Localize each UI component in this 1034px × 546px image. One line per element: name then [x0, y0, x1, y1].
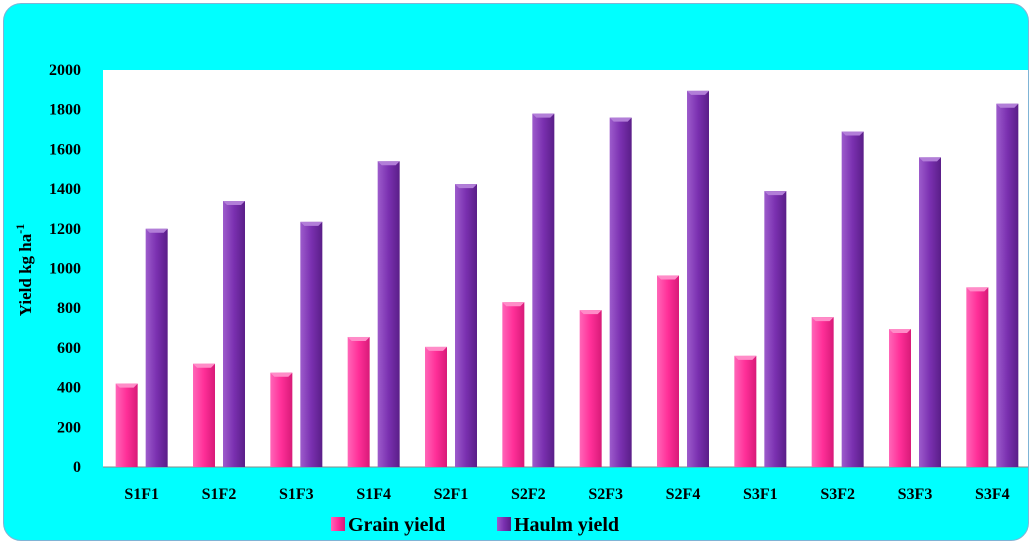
bar-haulm-s1f1 [145, 228, 168, 467]
bar-cap [193, 363, 215, 368]
bar-cap [270, 372, 293, 377]
bar-chart: 0 200 400 600 800 1000 1200 1400 1600 1800 2000 S1… [13, 62, 1028, 536]
bar-haulm-s1f3 [300, 221, 323, 467]
bar-haulm-s2f3 [609, 117, 632, 467]
bars [115, 90, 1019, 468]
bar-cap [889, 329, 911, 334]
bar-grain-s3f2 [811, 317, 834, 467]
x-tick-label: S2F3 [588, 486, 623, 503]
bar-cap [734, 355, 757, 360]
bar-grain-s1f3 [270, 372, 293, 467]
y-axis-label-exponent: -1 [13, 224, 27, 234]
bar-cap [347, 336, 370, 341]
y-tick-label: 0 [73, 459, 81, 476]
bar-grain-s2f3 [579, 310, 602, 467]
bar-haulm-s2f1 [455, 184, 477, 467]
plot-area [103, 70, 1028, 467]
bar-haulm-s3f2 [841, 131, 864, 467]
x-tick-label: S2F4 [666, 486, 701, 503]
legend-label-haulm: Haulm yield [514, 514, 619, 536]
legend-swatch-grain [331, 517, 345, 531]
bar-grain-s2f4 [657, 275, 679, 467]
chart-frame: 0 200 400 600 800 1000 1200 1400 1600 1800 2000 S1… [3, 3, 1029, 541]
y-axis-ticks: 0 200 400 600 800 1000 1200 1400 1600 1800 2000 [49, 62, 81, 476]
y-tick-label: 600 [57, 340, 81, 357]
y-tick-label: 2000 [49, 62, 81, 79]
bar-cap [657, 275, 679, 280]
legend-label-grain: Grain yield [348, 514, 445, 536]
bar-cap [377, 161, 400, 166]
bar-grain-s1f4 [347, 336, 370, 467]
bar-cap [966, 287, 989, 292]
bar-haulm-s3f1 [764, 191, 787, 467]
legend: Grain yield Haulm yield [331, 514, 619, 536]
x-tick-label: S2F2 [511, 486, 546, 503]
bar-cap [764, 191, 787, 196]
x-tick-label: S3F3 [898, 486, 933, 503]
bar-grain-s3f3 [889, 329, 911, 467]
y-axis-label: Yield kg ha-1 [13, 224, 35, 317]
bar-cap [609, 117, 632, 122]
x-tick-label: S1F4 [356, 486, 391, 503]
bar-grain-s3f4 [966, 287, 989, 467]
bar-haulm-s1f2 [223, 201, 245, 467]
x-tick-label: S3F4 [975, 486, 1010, 503]
y-tick-label: 1800 [49, 102, 81, 119]
y-tick-label: 400 [57, 380, 81, 397]
bar-cap [145, 228, 168, 233]
legend-swatch-haulm [497, 517, 511, 531]
bar-haulm-s2f4 [687, 90, 709, 467]
bar-cap [841, 131, 864, 136]
y-tick-label: 200 [57, 419, 81, 436]
bar-cap [919, 157, 941, 162]
bar-cap [300, 221, 323, 226]
x-axis-ticks: S1F1 S1F2 S1F3 S1F4 S2F1 S2F2 S2F3 S2F4 S3F1 S3F2… [124, 486, 1009, 503]
x-tick-label: S2F1 [434, 486, 469, 503]
bar-cap [579, 310, 602, 315]
x-tick-label: S3F2 [820, 486, 855, 503]
bar-cap [425, 346, 447, 351]
bar-cap [687, 90, 709, 95]
x-tick-label: S1F2 [202, 486, 237, 503]
bar-cap [811, 317, 834, 322]
bar-haulm-s1f4 [377, 161, 400, 467]
bar-cap [502, 302, 525, 307]
bar-grain-s1f2 [193, 363, 215, 467]
y-tick-label: 1600 [49, 141, 81, 158]
y-tick-label: 1400 [49, 181, 81, 198]
bar-haulm-s3f4 [996, 103, 1019, 468]
bar-haulm-s3f3 [919, 157, 941, 467]
bar-cap [532, 113, 555, 118]
bar-cap [455, 184, 477, 189]
y-tick-label: 800 [57, 300, 81, 317]
x-tick-label: S1F1 [124, 486, 159, 503]
bar-grain-s3f1 [734, 355, 757, 467]
bar-haulm-s2f2 [532, 113, 555, 468]
bar-cap [996, 103, 1019, 108]
bar-cap [223, 201, 245, 206]
y-tick-label: 1200 [49, 221, 81, 238]
x-tick-label: S1F3 [279, 486, 314, 503]
bar-cap [115, 383, 138, 388]
y-tick-label: 1000 [49, 261, 81, 278]
y-axis-label-text: Yield kg ha [16, 233, 35, 316]
bar-grain-s1f1 [115, 383, 138, 467]
bar-grain-s2f1 [425, 346, 447, 467]
bar-grain-s2f2 [502, 302, 525, 467]
x-tick-label: S3F1 [743, 486, 778, 503]
